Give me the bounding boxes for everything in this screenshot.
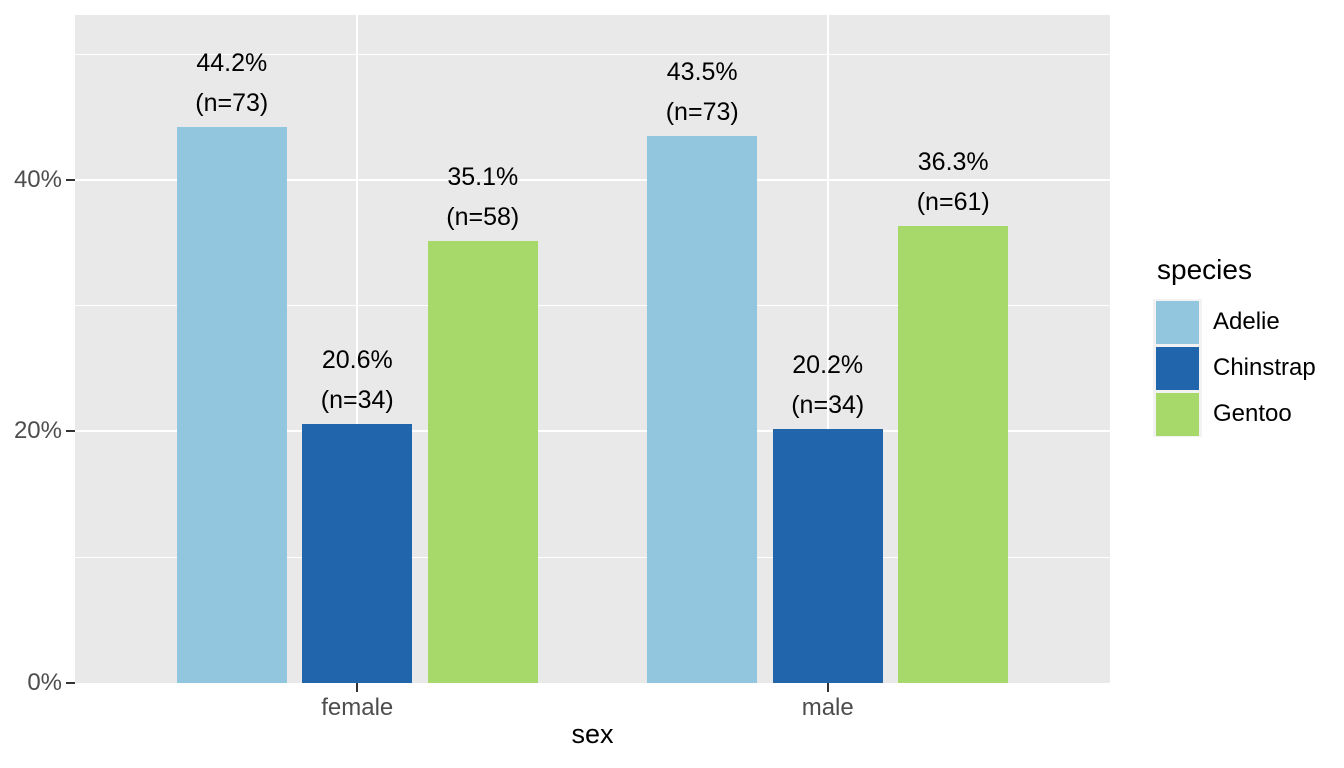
major-gridline-x — [356, 15, 359, 683]
x-axis-tick-label: male — [801, 694, 854, 721]
legend-label: Adelie — [1213, 308, 1280, 335]
legend-entry-gentoo: Gentoo — [1153, 391, 1316, 437]
x-axis-tick — [826, 683, 829, 692]
legend-swatch-icon — [1156, 346, 1199, 390]
bar-value-label: 20.2% (n=34) — [728, 345, 928, 425]
bar-label-percent: 20.2% — [792, 350, 864, 379]
y-axis-tick-label: 20% — [13, 417, 62, 445]
bar-value-label: 35.1% (n=58) — [383, 157, 583, 237]
bar-chinstrap-male — [772, 428, 883, 683]
legend: species Adelie Chinstrap Gentoo — [1153, 254, 1316, 437]
bar-label-count: (n=73) — [665, 97, 739, 126]
bar-label-percent: 36.3% — [917, 148, 989, 177]
major-gridline-x — [826, 15, 829, 683]
major-gridline — [75, 430, 1110, 433]
legend-label: Gentoo — [1213, 400, 1292, 427]
bar-adelie-male — [647, 135, 758, 683]
legend-title: species — [1157, 254, 1252, 285]
legend-key — [1153, 299, 1202, 345]
y-axis-tick-label: 0% — [27, 669, 62, 696]
legend-swatch-icon — [1156, 392, 1199, 436]
legend-label: Chinstrap — [1213, 354, 1316, 381]
minor-gridline — [75, 556, 1110, 558]
legend-key — [1153, 345, 1202, 391]
bar-adelie-female — [176, 126, 287, 683]
legend-swatch-icon — [1156, 300, 1199, 344]
bar-label-count: (n=58) — [446, 203, 520, 232]
y-axis-tick — [66, 178, 75, 181]
x-axis-tick-label: female — [321, 694, 394, 721]
bar-label-percent: 20.6% — [321, 345, 393, 374]
legend-entry-adelie: Adelie — [1153, 299, 1316, 345]
y-axis-tick — [66, 430, 75, 433]
bar-value-label: 20.6% (n=34) — [257, 340, 457, 420]
x-axis-title: sex — [571, 719, 614, 749]
bar-label-percent: 44.2% — [196, 48, 268, 77]
y-axis-tick-label: 40% — [13, 165, 62, 193]
bar-gentoo-male — [898, 226, 1009, 683]
legend-entries: Adelie Chinstrap Gentoo — [1153, 299, 1316, 437]
legend-entry-chinstrap: Chinstrap — [1153, 345, 1316, 391]
bar-label-percent: 35.1% — [447, 163, 519, 192]
bar-label-count: (n=34) — [320, 385, 394, 414]
bar-label-count: (n=73) — [195, 88, 269, 117]
bar-label-percent: 43.5% — [666, 57, 738, 86]
bar-gentoo-female — [427, 241, 538, 683]
y-axis-tick — [66, 682, 75, 684]
bar-chinstrap-female — [302, 423, 413, 683]
bar-label-count: (n=61) — [916, 188, 990, 217]
x-axis-tick — [356, 683, 359, 692]
minor-gridline — [75, 53, 1110, 55]
minor-gridline — [75, 305, 1110, 307]
bar-value-label: 44.2% (n=73) — [132, 43, 332, 123]
bar-label-count: (n=34) — [791, 390, 865, 419]
legend-key — [1153, 391, 1202, 437]
bar-value-label: 36.3% (n=61) — [853, 142, 1053, 222]
major-gridline — [75, 178, 1110, 181]
bar-value-label: 43.5% (n=73) — [602, 52, 802, 132]
plot-panel: 44.2% (n=73) 43.5% (n=73) 20.6% (n=34) 20.2% (n… — [75, 15, 1110, 683]
